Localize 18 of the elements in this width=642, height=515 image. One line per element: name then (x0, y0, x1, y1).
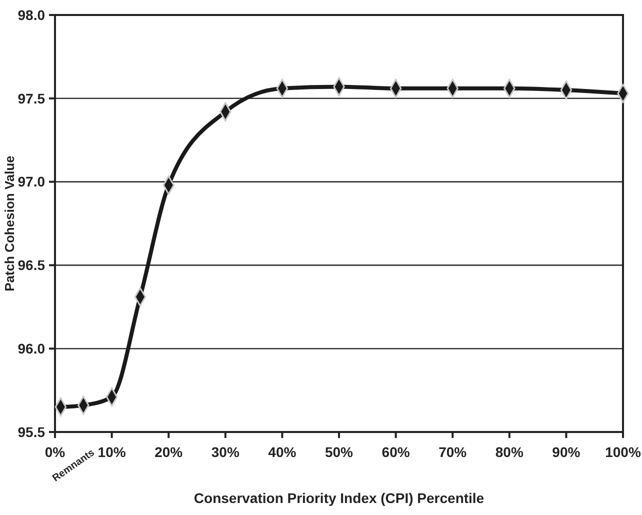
x-tick-label: 30% (211, 444, 240, 460)
y-tick-label: 97.5 (18, 90, 46, 106)
x-tick-label: 70% (438, 444, 468, 460)
x-axis-title: Conservation Priority Index (CPI) Percentile (194, 490, 484, 506)
x-tick-label: 50% (324, 444, 354, 460)
y-tick-label: 96.5 (18, 257, 46, 274)
x-tick-label: 40% (268, 444, 297, 460)
y-tick-label: 97.0 (18, 174, 46, 190)
y-tick-label: 95.5 (18, 424, 46, 440)
x-tick-label: 90% (552, 444, 581, 460)
y-tick-label: 98.0 (18, 6, 46, 23)
x-tick-label: 100% (605, 444, 642, 460)
x-tick-label: 60% (382, 444, 410, 460)
x-tick-label: 80% (495, 444, 524, 460)
x-tick-label: 10% (98, 444, 126, 460)
y-tick-label: 96.0 (18, 340, 46, 356)
y-axis-title: Patch Cohesion Value (2, 156, 17, 292)
x-tick-label: 20% (154, 444, 184, 460)
